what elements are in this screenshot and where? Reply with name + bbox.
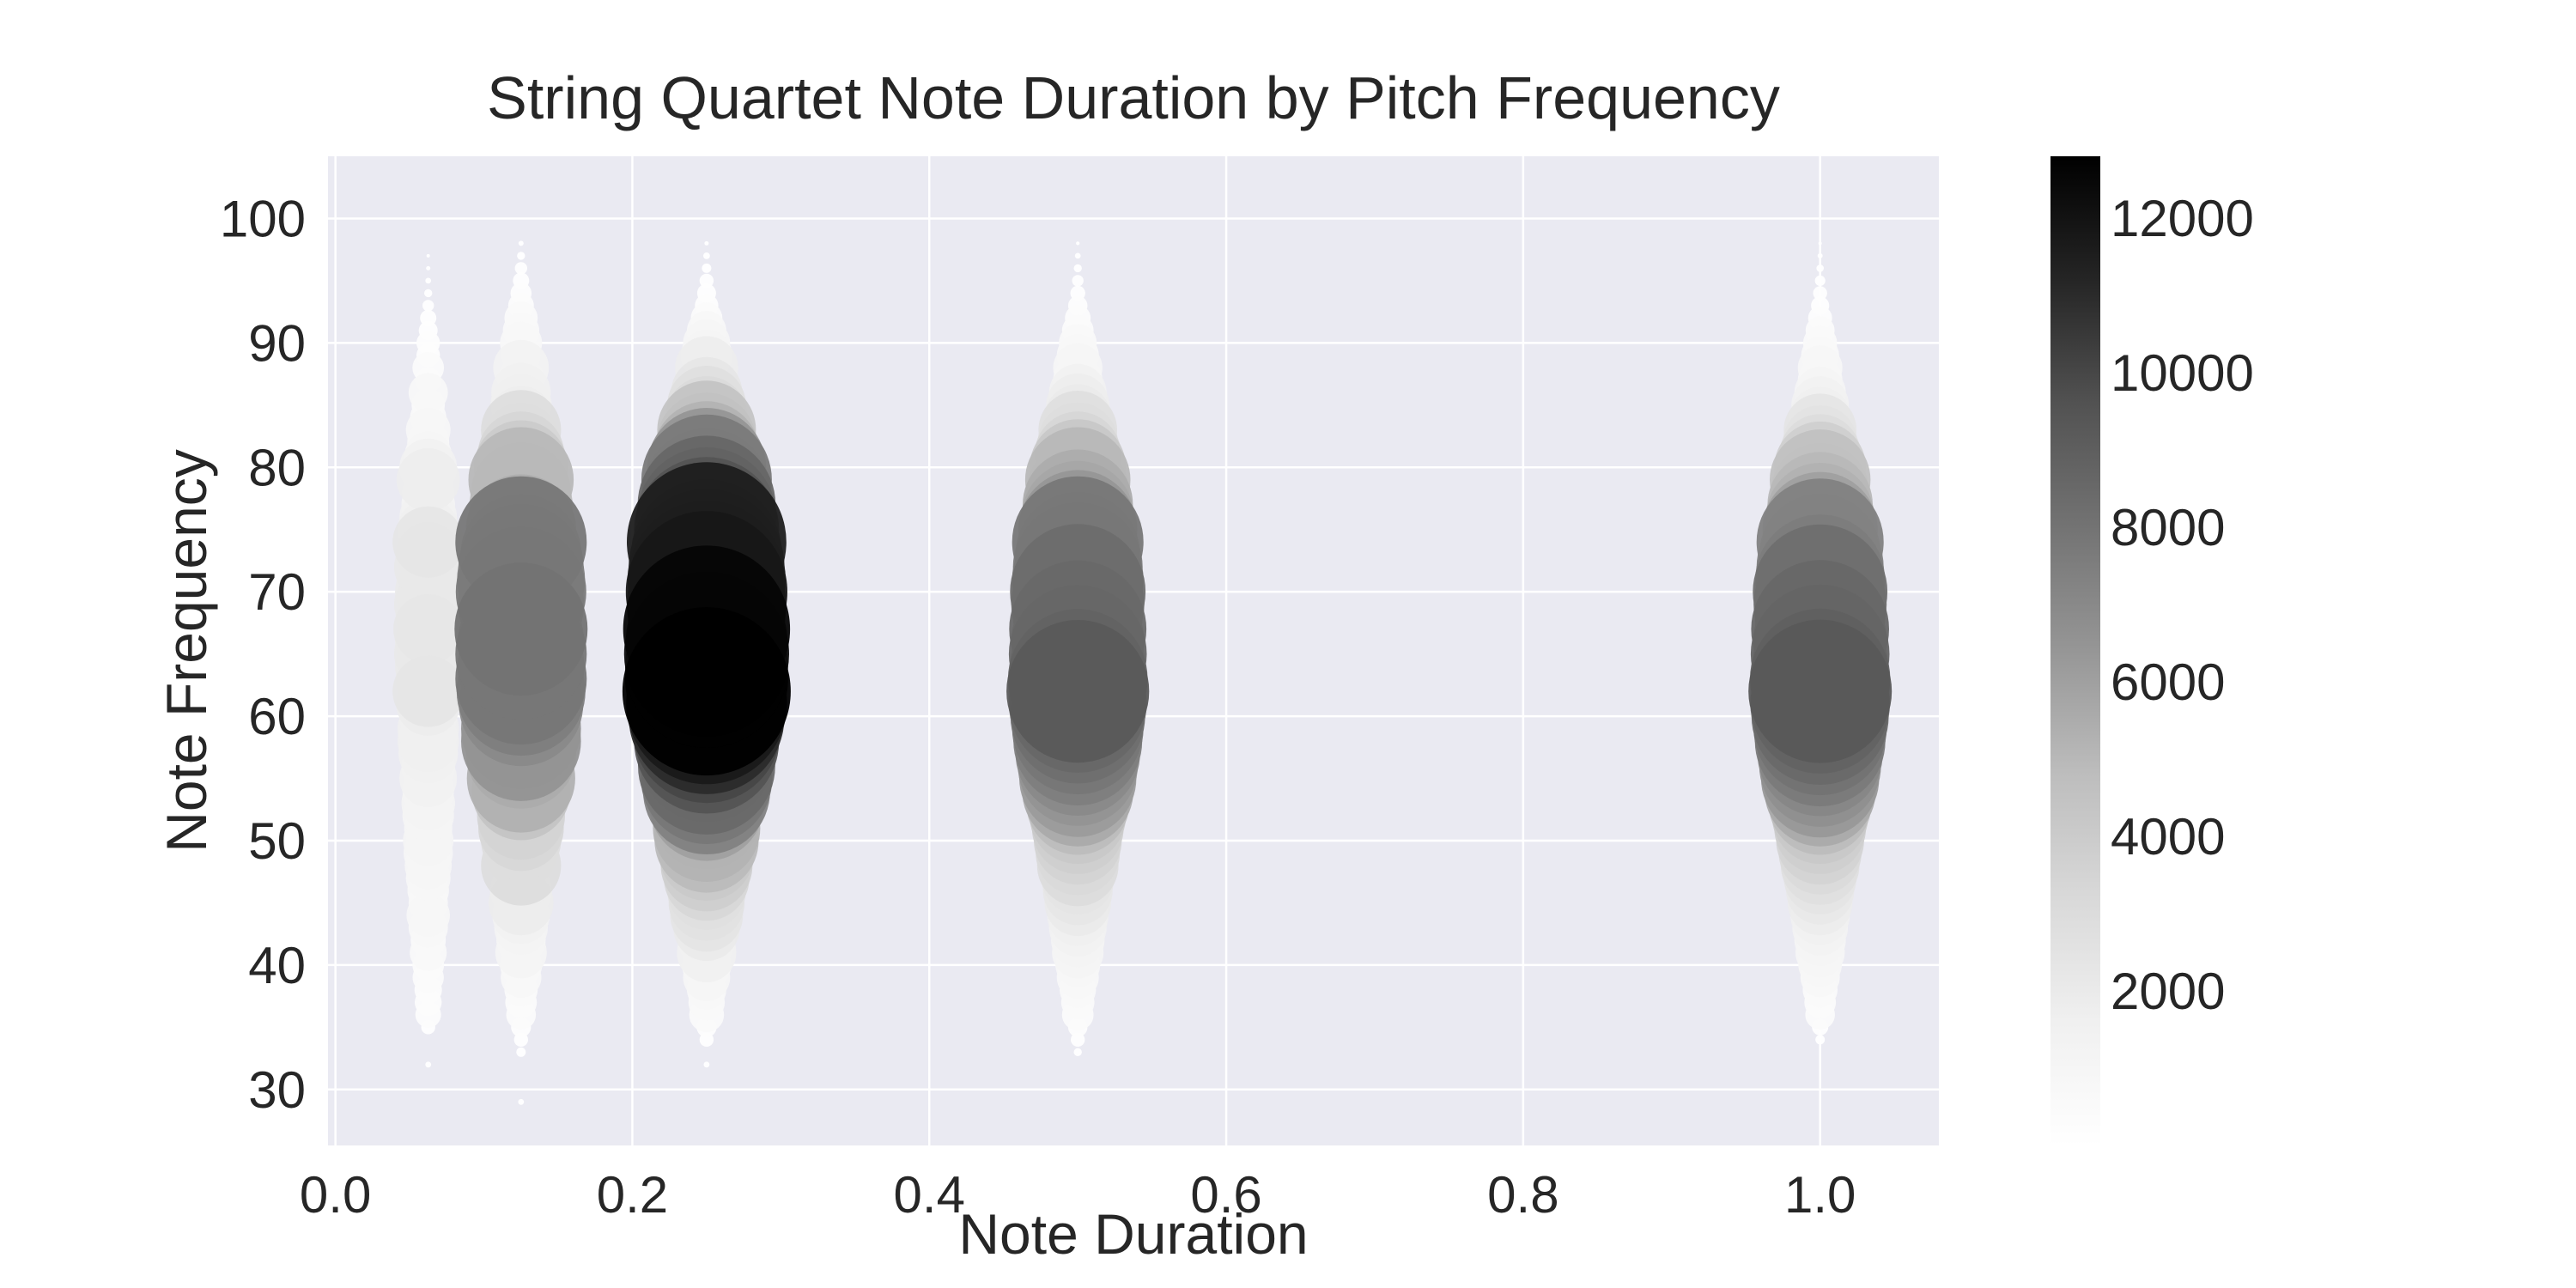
data-point xyxy=(704,240,709,246)
data-point xyxy=(518,240,524,246)
x-tick-label: 1.0 xyxy=(1784,1166,1856,1224)
x-tick-label: 0.4 xyxy=(894,1166,965,1224)
y-tick-label: 30 xyxy=(248,1061,306,1119)
data-point xyxy=(426,253,430,258)
colorbar-tick-label: 12000 xyxy=(2111,190,2254,247)
data-point xyxy=(396,448,460,512)
data-point xyxy=(1816,264,1824,272)
data-point xyxy=(1072,275,1084,287)
data-point xyxy=(1074,252,1081,259)
data-point xyxy=(1815,1035,1826,1045)
data-point xyxy=(425,277,432,284)
x-axis-label: Note Duration xyxy=(958,1202,1308,1266)
data-point xyxy=(514,262,527,275)
y-tick-label: 100 xyxy=(220,190,306,247)
colorbar-tick-label: 4000 xyxy=(2111,808,2225,866)
data-point xyxy=(392,506,465,578)
colorbar-tick-label: 10000 xyxy=(2111,344,2254,402)
y-tick-label: 70 xyxy=(248,563,306,621)
data-point xyxy=(1818,241,1822,246)
data-point xyxy=(406,893,450,938)
y-tick-label: 50 xyxy=(248,812,306,870)
data-points xyxy=(392,240,1893,1105)
x-tick-label: 0.0 xyxy=(300,1166,371,1224)
data-point xyxy=(699,273,714,289)
x-tick-label: 0.8 xyxy=(1487,1166,1558,1224)
data-point xyxy=(408,373,448,413)
data-point xyxy=(1748,619,1893,763)
data-point xyxy=(1073,1048,1082,1057)
y-axis-label: Note Frequency xyxy=(155,449,218,853)
x-tick-label: 0.2 xyxy=(597,1166,668,1224)
data-point xyxy=(1813,286,1827,301)
data-point xyxy=(1076,241,1080,246)
data-point xyxy=(703,1061,710,1068)
data-point xyxy=(416,331,440,355)
data-point xyxy=(1814,275,1826,286)
data-point xyxy=(422,300,434,312)
data-point xyxy=(392,655,465,727)
data-point xyxy=(518,1098,525,1105)
data-point xyxy=(1073,264,1082,273)
colorbar-ticks: 2000 4000 6000 8000 10000 12000 xyxy=(2111,190,2254,1020)
x-axis-ticks: 0.0 0.2 0.4 0.6 0.8 1.0 xyxy=(300,1166,1856,1224)
data-point xyxy=(622,607,791,776)
data-point xyxy=(426,265,431,270)
data-point xyxy=(703,252,710,259)
colorbar xyxy=(2050,156,2100,1145)
colorbar-tick-label: 8000 xyxy=(2111,499,2225,556)
data-point xyxy=(516,1047,526,1057)
chart-title: String Quartet Note Duration by Pitch Fr… xyxy=(487,64,1780,131)
y-tick-label: 60 xyxy=(248,688,306,745)
data-point xyxy=(393,594,464,665)
data-point xyxy=(517,252,526,260)
data-point xyxy=(425,1061,432,1068)
y-tick-label: 80 xyxy=(248,439,306,496)
colorbar-tick-label: 2000 xyxy=(2111,963,2225,1020)
y-tick-label: 90 xyxy=(248,314,306,372)
data-point xyxy=(1817,252,1823,258)
data-point xyxy=(1006,620,1150,763)
data-point xyxy=(702,263,712,273)
y-axis-ticks: 30 40 50 60 70 80 90 100 xyxy=(220,190,306,1118)
y-tick-label: 40 xyxy=(248,937,306,994)
x-tick-label: 0.6 xyxy=(1190,1166,1261,1224)
colorbar-tick-label: 6000 xyxy=(2111,653,2225,711)
data-point xyxy=(424,289,433,298)
data-point xyxy=(454,562,588,696)
